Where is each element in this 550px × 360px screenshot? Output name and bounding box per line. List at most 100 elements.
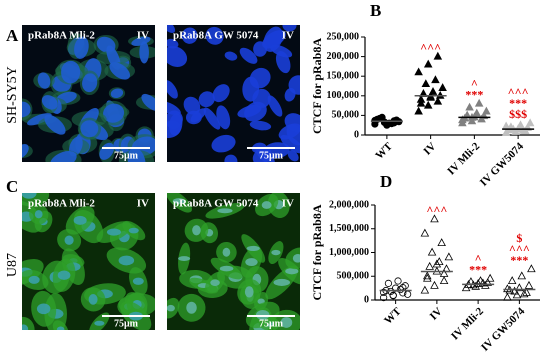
micrograph [22,25,155,162]
scale-label: 75μm [259,318,284,329]
x-tick-label: IV GW5074 [479,305,528,354]
image-group: IV [282,30,294,42]
nucleus [183,96,201,115]
data-point [420,285,430,294]
data-point [503,284,512,293]
nucleus [64,235,74,245]
nucleus [44,114,66,135]
nucleus [22,324,29,330]
nucleus [211,134,236,153]
nucleus [261,201,272,209]
nucleus [249,67,271,89]
significance: ^ [471,76,478,90]
nucleus [222,247,231,257]
data-point [421,79,431,88]
y-axis-label: CTCF for pRab8A [310,38,324,134]
nucleus [185,110,202,125]
nucleus [22,101,31,118]
x-tick-label: IV Mli-2 [445,140,482,177]
data-point [430,280,439,289]
nucleus [292,254,300,263]
nucleus [192,225,201,236]
significance: *** [510,253,528,267]
scale-label: 75μm [114,318,139,329]
nucleus [267,95,283,117]
micrograph [167,193,300,330]
nucleus [103,103,125,123]
nucleus [74,36,89,59]
x-tick-label: IV [421,140,438,157]
panel-letter: A [6,26,19,45]
significance: $ [516,231,522,245]
significance: ^^^ [420,40,441,54]
nucleus [167,25,176,33]
micrograph [22,193,155,330]
nucleus [36,303,51,315]
data-point [414,67,423,76]
nucleus [249,120,272,131]
data-point [510,286,519,295]
panel-letter: B [370,1,381,20]
nucleus [94,320,105,326]
data-point [430,214,439,223]
data-point [503,292,512,301]
data-point [414,106,423,115]
nucleus [216,105,231,130]
nucleus [73,215,87,225]
nucleus [141,93,155,111]
data-point [458,115,467,124]
significance: *** [509,96,527,110]
data-point [380,288,388,296]
y-tick-label: 50,000 [332,110,360,121]
nucleus [205,26,224,45]
data-point [394,277,402,285]
data-point [439,269,449,277]
data-point [437,238,446,246]
cell-line-label: U87 [5,253,20,277]
data-point [384,279,393,287]
data-point [423,273,432,282]
data-point [396,285,405,294]
data-point [485,273,495,282]
data-point [527,264,536,273]
nucleus [61,60,81,84]
data-point [428,87,438,95]
nucleus [280,317,293,328]
nucleus [246,245,260,252]
data-point [482,106,491,115]
data-point [433,96,443,105]
data-point [380,118,389,126]
nucleus [172,198,185,204]
data-point [473,279,483,287]
data-point [416,98,426,107]
nucleus [285,268,299,275]
nucleus [210,279,220,286]
data-point [439,276,449,284]
y-tick-label: 150,000 [327,70,360,81]
data-point [392,284,400,292]
panel-letter: D [380,172,392,191]
nucleus [237,104,262,118]
image-label: pRab8A Mli-2 [28,198,95,210]
data-point [380,294,388,302]
data-point [478,278,488,287]
nucleus [82,73,98,93]
y-tick-label: 200,000 [327,51,360,62]
data-point [516,120,525,129]
nucleus [167,80,178,99]
nucleus [224,51,238,61]
x-tick-label: IV [428,305,445,322]
x-tick-label: IV Mli-2 [449,305,486,342]
nucleus [56,326,65,330]
image-label: pRab8A Mli-2 [28,30,95,42]
x-tick-label: IV GW5074 [478,140,527,189]
data-point [423,100,433,109]
y-axis-label: CTCF for pRab8A [310,204,324,300]
data-point [433,51,443,60]
significance: *** [469,262,487,276]
y-tick-label: 0 [354,129,359,140]
nucleus [57,270,71,280]
nucleus [168,113,183,136]
nucleus [181,27,198,44]
nucleus [282,25,297,32]
